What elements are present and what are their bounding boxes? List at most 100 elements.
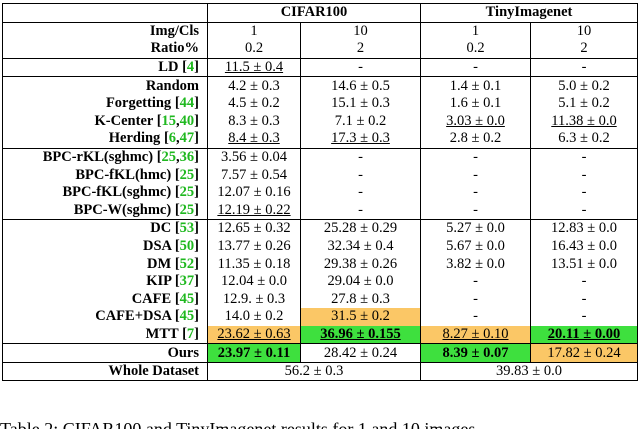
data-row: BPC-rKL(sghmc) [25,36] 3.56 ± 0.04 - - - [2,147,638,167]
cell-text: - [581,273,587,290]
cell-text: 8.27 ± 0.10 [442,325,509,342]
result-cell: - [300,57,421,77]
cell-text: 17.82 ± 0.24 [547,344,621,361]
method-name: DSA [142,238,172,255]
data-row: BPC-W(sghmc) [25] 12.19 ± 0.22 - - - [2,201,638,220]
cell-text: - [581,149,587,166]
cell-text: 20.11 ± 0.00 [547,325,621,342]
method-label: CAFE+DSA [45] [2,308,208,326]
citation: 25 [179,201,195,218]
result-cell: 23.62 ± 0.63 [207,325,301,344]
method-label: Forgetting [44] [2,94,208,113]
result-cell: 13.51 ± 0.0 [530,255,638,273]
result-cell: 8.3 ± 0.3 [207,112,301,131]
underline: 12.19 ± 0.22 [217,202,290,218]
method-name: Forgetting [105,95,172,112]
cell-text: - [473,59,478,76]
result-cell: - [420,166,531,184]
cell-text: 12.83 ± 0.0 [551,220,617,237]
result-cell: 4.2 ± 0.3 [207,76,301,95]
result-cell: 32.34 ± 0.4 [300,237,421,256]
underline: 20.11 ± 0.00 [548,326,620,342]
cell-text: - [581,166,587,183]
citation: 44 [179,95,195,112]
method-label: BPC-fKL(hmc) [25] [2,166,208,184]
result-cell: 36.96 ± 0.155 [300,325,421,344]
result-cell: - [530,147,638,167]
result-cell: - [300,201,421,220]
citation: 25 [179,184,195,201]
data-row: Random 4.2 ± 0.3 14.6 ± 0.5 1.4 ± 0.1 5.0 ± … [2,76,638,95]
citation: 40 [179,112,195,129]
result-cell: 5.27 ± 0.0 [420,219,531,238]
footer-row: Whole Dataset 56.2 ± 0.3 39.83 ± 0.0 [2,361,638,382]
group-header: TinyImagenet [420,3,638,23]
result-cell: 8.27 ± 0.10 [420,325,531,344]
cell-text: - [358,149,363,166]
method-name: KIP [146,273,172,290]
cell-text: 12.65 ± 0.32 [217,220,291,237]
result-cell: 29.04 ± 0.0 [300,272,421,291]
cell-text: 12.04 ± 0.0 [221,273,287,290]
citation: 53 [179,220,195,237]
cell-text: 6.3 ± 0.2 [558,130,610,147]
header-cell: 10 [530,21,638,41]
cell-text: 28.42 ± 0.24 [323,344,398,361]
cell-text: 7.1 ± 0.2 [334,112,387,129]
cell-text: - [473,184,478,201]
cell-text: - [358,201,363,218]
result-cell: 23.97 ± 0.11 [207,343,301,363]
caption: Table 2: CIFAR100 and TinyImagenet resul… [0,419,476,429]
citation: 25 [179,166,195,183]
header-cell: 1 [420,21,531,41]
underline: 36.96 ± 0.155 [320,326,400,342]
method-label: K-Center [15,40] [2,112,208,131]
header-cell: 10 [300,21,421,41]
result-cell: - [420,201,531,220]
data-row: KIP [37] 12.04 ± 0.0 29.04 ± 0.0 - - [2,272,638,291]
result-cell: - [420,57,531,77]
result-cell: 6.3 ± 0.2 [530,130,638,149]
citation: 37 [179,273,195,290]
result-cell: 1.4 ± 0.1 [420,76,531,95]
results-table: CIFAR100 TinyImagenet Img/Cls 1 10 1 10 Ratio% 0… [2,3,638,382]
cell-text: 3.82 ± 0.0 [446,255,505,272]
result-cell: - [420,272,531,291]
result-cell: 5.67 ± 0.0 [420,237,531,256]
result-cell: 12.19 ± 0.22 [207,201,301,220]
cell-text: 15.1 ± 0.3 [331,95,390,112]
header-row: Ratio% 0.2 2 0.2 2 [2,40,638,59]
method-name: K-Center [94,112,154,129]
cell-text: 23.62 ± 0.63 [217,325,291,342]
method-label: BPC-W(sghmc) [25] [2,201,208,220]
result-cell: 7.57 ± 0.54 [207,166,301,184]
citation: 4 [186,59,195,76]
cell-text: - [473,273,478,290]
result-cell: 3.82 ± 0.0 [420,255,531,273]
cell-text: 5.0 ± 0.2 [558,77,610,94]
cell-text: 12.9. ± 0.3 [222,290,286,307]
cell-text: 27.8 ± 0.3 [331,290,390,307]
method-name: DC [150,220,172,237]
result-cell: 2.8 ± 0.2 [420,130,531,149]
cell-text: 2.8 ± 0.2 [449,130,502,147]
cell-text: 12.07 ± 0.16 [217,184,291,201]
result-cell: 4.5 ± 0.2 [207,94,301,113]
cell-text: 12.19 ± 0.22 [217,201,291,218]
result-cell: 14.0 ± 0.2 [207,308,301,326]
result-cell: - [530,57,638,77]
underline: 11.5 ± 0.4 [225,59,283,75]
cell-text: 32.34 ± 0.4 [327,238,394,255]
cell-text: 3.56 ± 0.04 [221,149,287,166]
result-cell: 25.28 ± 0.29 [300,219,421,238]
method-label: DM [52] [2,255,208,273]
result-cell: 7.1 ± 0.2 [300,112,421,131]
cell-text: 7.57 ± 0.54 [221,166,287,183]
cell-text: 17.3 ± 0.3 [331,130,390,147]
cell-text: 16.43 ± 0.0 [551,238,617,255]
header-cell: 2 [300,40,421,59]
result-cell: - [420,290,531,309]
result-cell: 8.39 ± 0.07 [420,343,531,363]
result-cell: 12.9. ± 0.3 [207,290,301,309]
result-cell: 12.83 ± 0.0 [530,219,638,238]
